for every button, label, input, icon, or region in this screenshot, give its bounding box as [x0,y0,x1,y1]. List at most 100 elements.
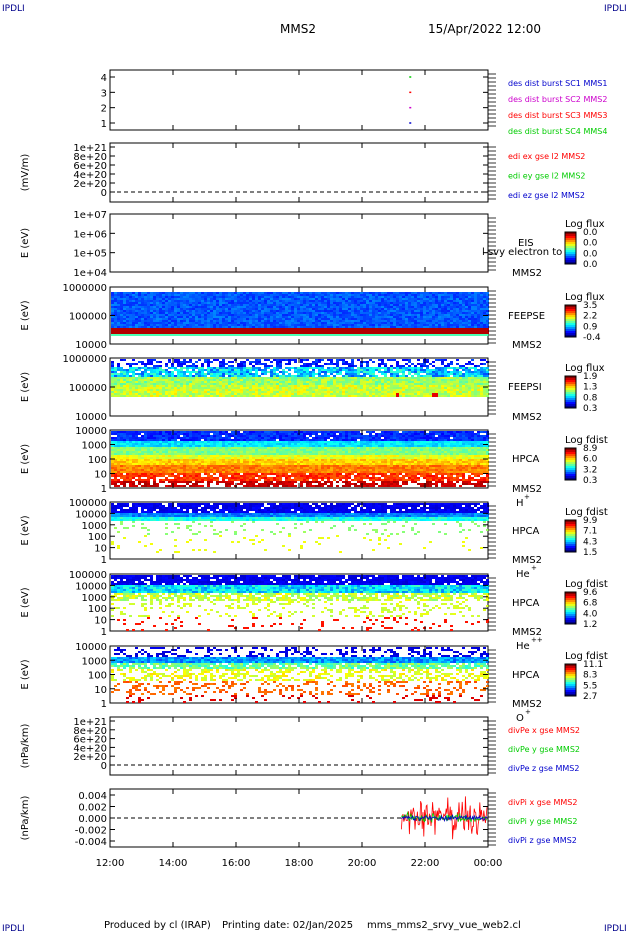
spectrogram-cell [360,304,363,306]
spectrogram-cell [234,322,237,324]
spectrogram-cell [420,332,423,334]
spectrogram-cell [411,328,414,330]
spectrogram-cell [225,316,228,318]
spectrogram-cell [468,314,471,316]
spectrogram-cell [300,322,303,324]
spectrogram-cell [198,373,201,375]
spectrogram-cell [351,300,354,302]
spectrogram-cell [192,294,195,296]
spectrogram-cell [303,310,306,312]
spectrogram-cell [294,377,297,379]
spectrogram-cell [363,324,366,326]
spectrogram-cell [156,302,159,304]
spectrogram-cell [468,377,471,379]
spectrogram-cell [147,316,150,318]
spectrogram-cell [240,326,243,328]
spectrogram-cell [216,371,219,373]
spectrogram-cell [216,304,219,306]
spectrogram-cell [324,300,327,302]
spectrogram-cell [297,310,300,312]
spectrogram-cell [366,389,369,391]
spectrogram-cell [264,312,267,314]
spectrogram-cell [177,298,180,300]
spectrogram-cell [264,363,267,365]
spectrogram-cell [438,322,441,324]
spectrogram-cell [189,332,192,334]
spectrogram-cell [141,375,144,377]
spectrogram-cell [234,393,237,395]
spectrogram-cell [168,326,171,328]
spectrogram-cell [300,306,303,308]
spectrogram-cell [354,302,357,304]
spectrogram-cell [291,320,294,322]
spectrogram-cell [486,324,489,326]
spectrogram-cell [432,393,435,395]
spectrogram-cell [477,298,480,300]
spectrogram-cell [462,292,465,294]
spectrogram-cell [363,314,366,316]
spectrogram-cell [420,302,423,304]
spectrogram-cell [471,387,474,389]
spectrogram-cell [390,375,393,377]
spectrogram-cell [402,373,405,375]
spectrogram-cell [132,377,135,379]
spectrogram-cell [327,369,330,371]
spectrogram-cell [162,320,165,322]
spectrogram-cell [399,306,402,308]
spectrogram-cell [294,371,297,373]
spectrogram-cell [357,330,360,332]
spectrogram-cell [312,379,315,381]
spectrogram-cell [129,334,132,336]
spectrogram-cell [354,391,357,393]
spectrogram-cell [213,391,216,393]
spectrogram-cell [273,334,276,336]
spectrogram-cell [471,292,474,294]
spectrogram-cell [288,373,291,375]
spectrogram-cell [360,320,363,322]
spectrogram-cell [399,371,402,373]
spectrogram-cell [153,304,156,306]
spectrogram-cell [369,296,372,298]
spectrogram-cell [189,379,192,381]
spectrogram-cell [387,379,390,381]
spectrogram-cell [273,371,276,373]
spectrogram-cell [303,316,306,318]
spectrogram-cell [360,391,363,393]
spectrogram-cell [375,379,378,381]
colorbar-tick-label: 0.9 [583,322,598,332]
spectrogram-cell [255,312,258,314]
spectrogram-cell [132,373,135,375]
spectrogram-cell [183,361,186,363]
spectrogram-cell [456,379,459,381]
spectrogram-cell [405,298,408,300]
spectrogram-cell [132,308,135,310]
spectrogram-cell [195,312,198,314]
spectrogram-cell [120,292,123,294]
spectrogram-cell [288,391,291,393]
spectrogram-cell [306,334,309,336]
spectrogram-cell [147,300,150,302]
spectrogram-cell [198,334,201,336]
spectrogram-cell [267,318,270,320]
spectrogram-cell [198,316,201,318]
spectrogram-cell [114,306,117,308]
spectrogram-cell [270,387,273,389]
spectrogram-cell [333,300,336,302]
spectrogram-cell [486,294,489,296]
spectrogram-cell [180,365,183,367]
spectrogram-cell [384,387,387,389]
spectrogram-cell [243,326,246,328]
spectrogram-cell [222,381,225,383]
spectrogram-cell [453,312,456,314]
spectrogram-cell [402,371,405,373]
spectrogram-cell [114,332,117,334]
spectrogram-cell [468,369,471,371]
spectrogram-cell [477,302,480,304]
spectrogram-cell [474,314,477,316]
spectrogram-cell [225,367,228,369]
spectrogram-cell [132,371,135,373]
spectrogram-cell [306,363,309,365]
spectrogram-cell [363,304,366,306]
spectrogram-cell [240,389,243,391]
spectrogram-cell [144,334,147,336]
